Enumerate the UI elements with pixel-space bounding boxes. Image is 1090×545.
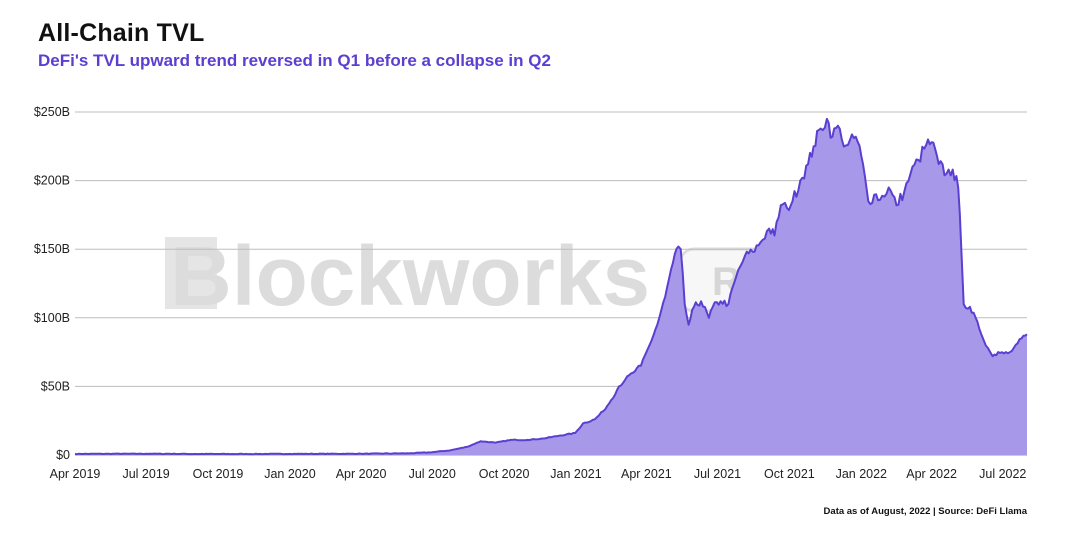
x-tick-label: Jul 2019 <box>122 467 169 481</box>
y-tick-label: $100B <box>34 311 70 325</box>
tvl-area-fill <box>75 118 1027 456</box>
x-tick-label: Apr 2021 <box>621 467 672 481</box>
y-tick-label: $250B <box>34 105 70 119</box>
chart-subtitle: DeFi's TVL upward trend reversed in Q1 b… <box>38 51 551 70</box>
watermark-brand-text: Blockworks <box>170 229 650 323</box>
x-tick-label: Oct 2021 <box>764 467 815 481</box>
x-axis-tick-labels: Apr 2019 Jul 2019 Oct 2019 Jan 2020 Apr 2020… <box>50 467 1027 481</box>
x-tick-label: Jul 2021 <box>694 467 741 481</box>
x-tick-label: Jan 2021 <box>550 467 601 481</box>
x-tick-label: Oct 2020 <box>479 467 530 481</box>
x-tick-label: Jul 2020 <box>409 467 456 481</box>
chart-title: All-Chain TVL <box>38 19 205 47</box>
tvl-line <box>74 117 1028 456</box>
y-tick-label: $150B <box>34 242 70 256</box>
x-tick-label: Jan 2020 <box>264 467 315 481</box>
x-tick-label: Apr 2022 <box>906 467 957 481</box>
x-tick-label: Jan 2022 <box>836 467 887 481</box>
x-tick-label: Oct 2019 <box>193 467 244 481</box>
x-tick-label: Apr 2020 <box>336 467 387 481</box>
y-axis-tick-labels: $0 $50B $100B $150B $200B $250B <box>34 105 70 462</box>
x-tick-label: Jul 2022 <box>979 467 1026 481</box>
source-note: Data as of August, 2022 | Source: DeFi L… <box>823 506 1027 517</box>
y-tick-label: $0 <box>56 448 70 462</box>
y-tick-label: $200B <box>34 174 70 188</box>
x-tick-label: Apr 2019 <box>50 467 101 481</box>
y-tick-label: $50B <box>41 379 70 393</box>
